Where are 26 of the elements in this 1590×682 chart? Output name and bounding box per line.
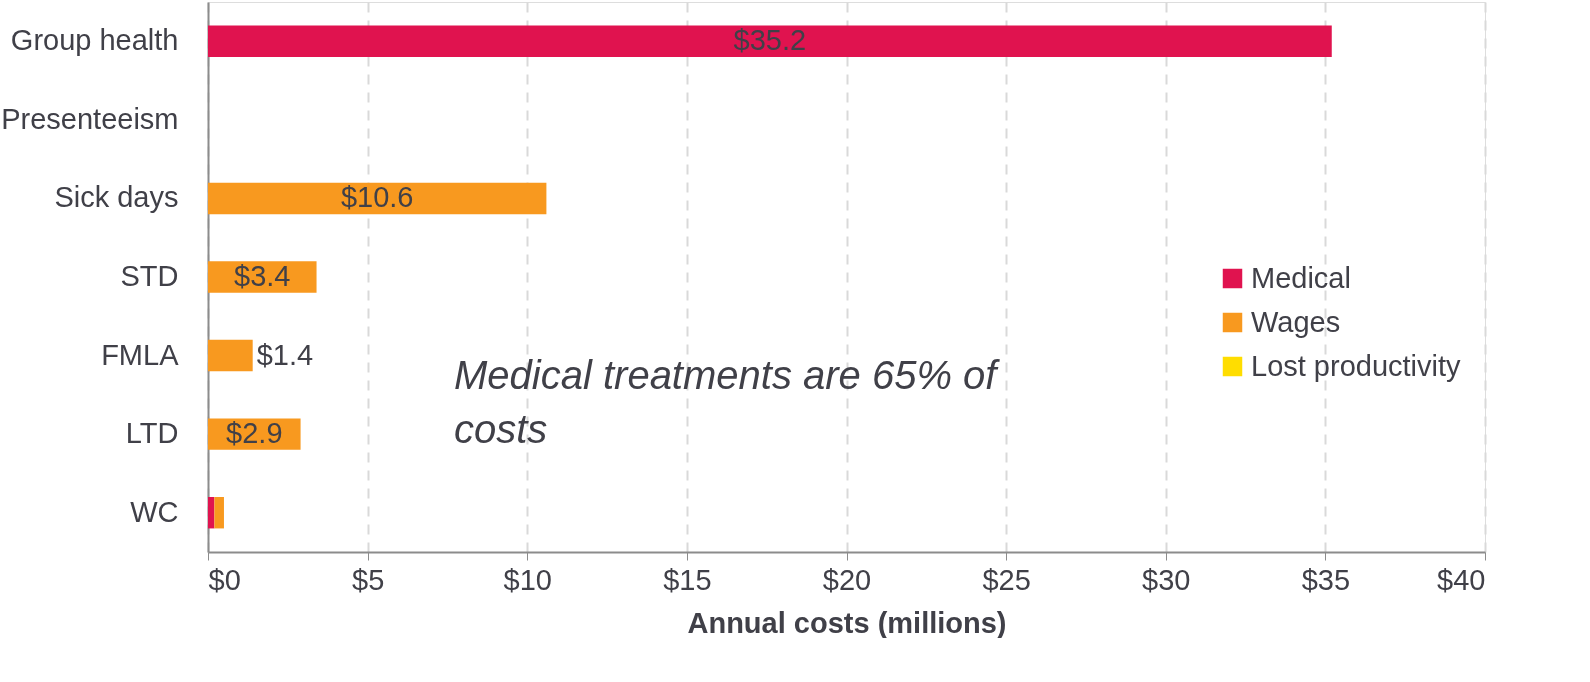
data-label: $2.9 <box>226 417 283 450</box>
data-label: $35.2 <box>733 24 807 57</box>
x-tick-label: $25 <box>982 563 1031 596</box>
legend-label: Medical <box>1251 261 1351 294</box>
x-tick-label: $35 <box>1301 563 1351 596</box>
data-label: $10.6 <box>340 181 414 214</box>
y-tick-label: WC <box>130 495 179 528</box>
x-tick-label: $20 <box>822 563 872 596</box>
x-axis-title: Annual costs (millions) <box>687 606 1007 639</box>
legend-label: Wages <box>1251 305 1341 338</box>
x-tick-label: $0 <box>208 563 241 596</box>
x-tick-label: $5 <box>351 563 385 596</box>
x-tick-label: $10 <box>503 563 552 596</box>
y-tick-label: LTD <box>125 417 179 450</box>
legend-label: Lost productivity <box>1251 349 1462 382</box>
y-tick-label: Presenteeism <box>1 102 179 135</box>
data-label: $1.4 <box>256 338 314 371</box>
y-tick-label: STD <box>120 260 179 292</box>
y-tick-label: Group health <box>10 24 179 57</box>
y-tick-label: FMLA <box>101 338 180 371</box>
data-label: $3.4 <box>234 260 291 292</box>
x-tick-label: $40 <box>1437 563 1486 596</box>
y-tick-label: Sick days <box>54 181 179 214</box>
annotation: Medical treatments are 65% of costs <box>454 353 1001 451</box>
x-tick-label: $15 <box>663 563 712 596</box>
x-tick-label: $30 <box>1142 563 1191 596</box>
